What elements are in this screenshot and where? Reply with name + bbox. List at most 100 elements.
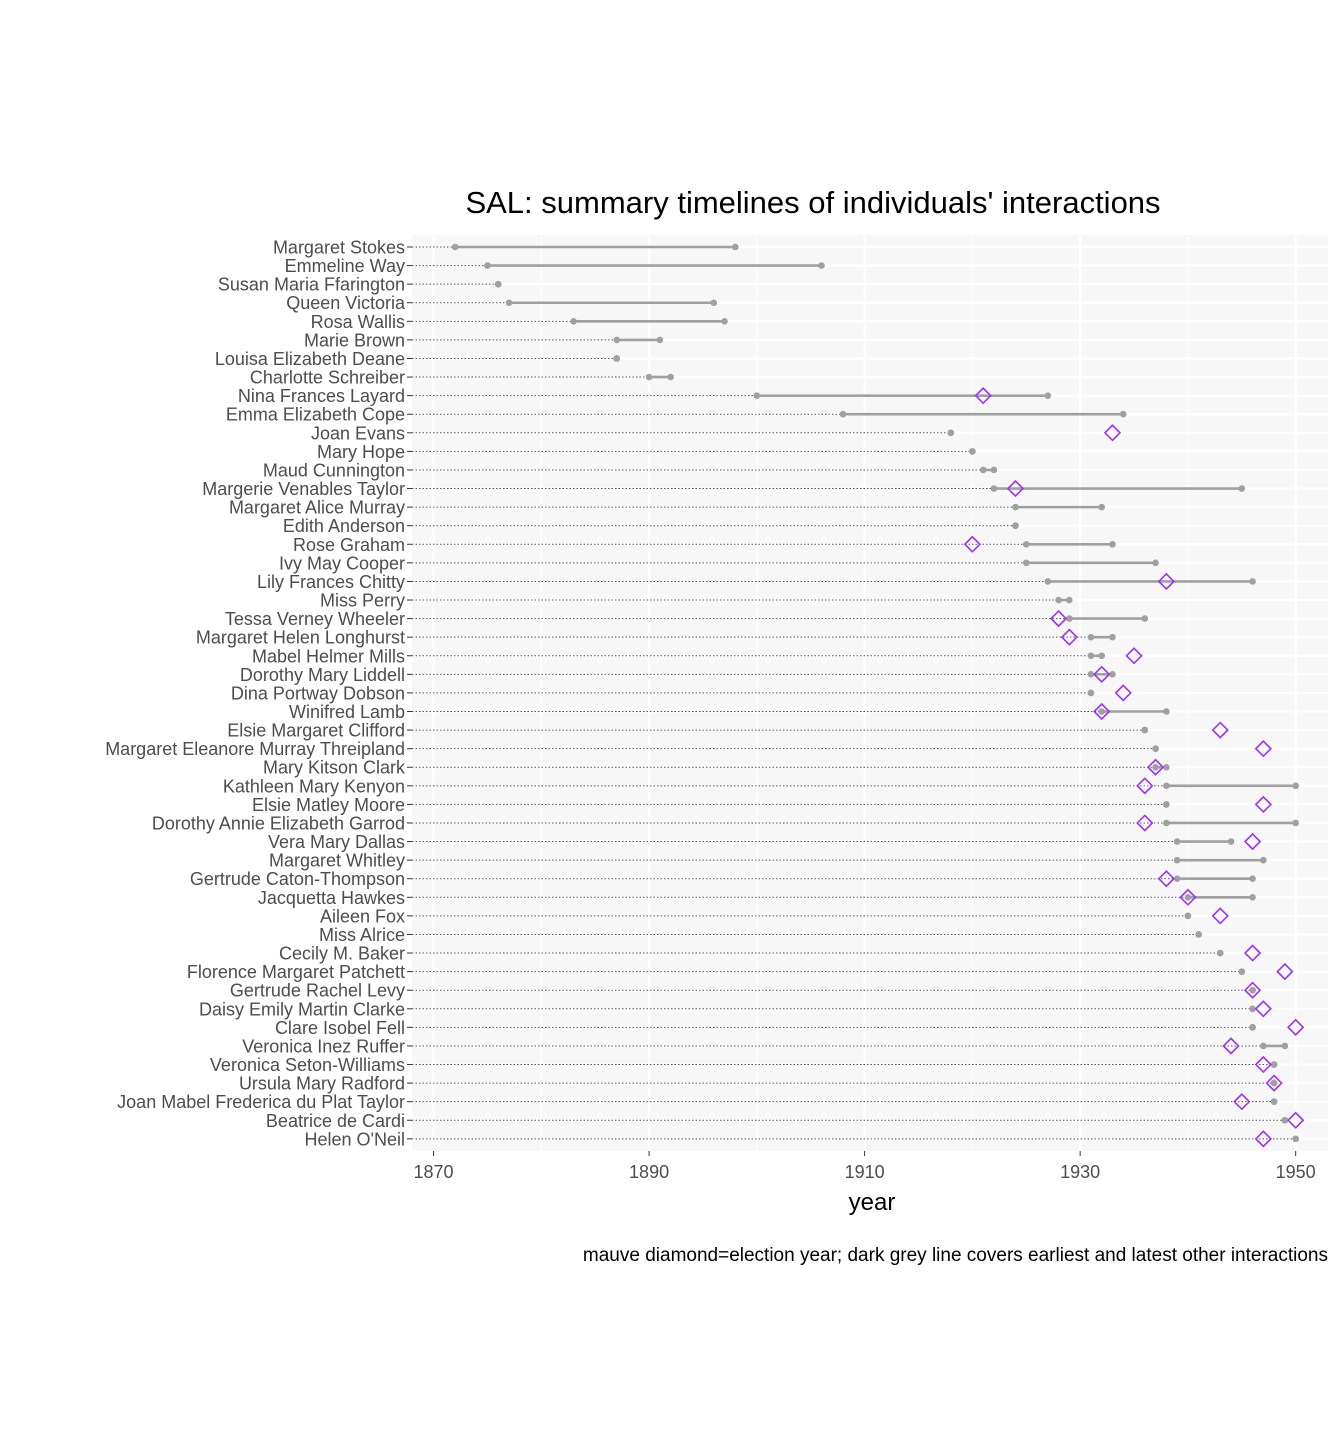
timeline-row: Emmeline Way — [285, 256, 1328, 276]
row-label: Emmeline Way — [285, 256, 405, 276]
row-label: Mabel Helmer Mills — [252, 646, 405, 666]
latest-interaction-point — [818, 262, 825, 269]
timeline-row: Margaret Whitley — [269, 851, 1328, 871]
election-year-diamond — [1136, 777, 1154, 795]
latest-interaction-point — [1270, 1061, 1278, 1068]
earliest-interaction-point — [1098, 708, 1105, 715]
election-year-diamond — [1136, 814, 1154, 832]
latest-interaction-point — [1141, 615, 1149, 622]
row-label: Tessa Verney Wheeler — [225, 609, 405, 629]
earliest-interaction-point — [1066, 615, 1073, 622]
election-year-diamond — [1287, 1018, 1305, 1036]
latest-interaction-point — [1249, 986, 1256, 994]
latest-interaction-point — [1238, 968, 1246, 975]
earliest-interaction-point — [1087, 633, 1095, 641]
row-label: Daisy Emily Martin Clarke — [199, 999, 405, 1019]
x-tick-label: 1870 — [414, 1162, 454, 1182]
row-label: Louisa Elizabeth Deane — [215, 349, 405, 369]
election-year-diamond — [1179, 888, 1197, 906]
row-label: Florence Margaret Patchett — [187, 962, 405, 982]
latest-interaction-point — [1087, 689, 1095, 697]
timeline-row: Veronica Inez Ruffer — [242, 1036, 1328, 1056]
earliest-interaction-point — [1173, 875, 1181, 883]
row-label: Kathleen Mary Kenyon — [223, 776, 405, 796]
election-year-diamond — [1222, 1037, 1240, 1055]
timeline-row: Lily Frances Chitty — [257, 572, 1328, 592]
latest-interaction-point — [1184, 912, 1192, 920]
row-label: Joan Mabel Frederica du Plat Taylor — [117, 1092, 405, 1112]
earliest-interaction-point — [1260, 1042, 1267, 1050]
timeline-row: Florence Margaret Patchett — [187, 962, 1328, 982]
earliest-interaction-point — [979, 466, 987, 474]
latest-interaction-point — [1152, 559, 1159, 567]
earliest-interaction-point — [839, 410, 847, 418]
latest-interaction-point — [667, 373, 674, 381]
latest-interaction-point — [1260, 856, 1267, 864]
timeline-row: Winifred Lamb — [289, 702, 1328, 722]
row-label: Marie Brown — [304, 330, 405, 350]
latest-interaction-point — [1227, 838, 1235, 845]
timeline-row: Margaret Eleanore Murray Threipland — [105, 739, 1328, 759]
latest-interaction-point — [1044, 392, 1052, 399]
timeline-row: Tessa Verney Wheeler — [225, 609, 1328, 629]
row-label: Veronica Inez Ruffer — [242, 1036, 405, 1056]
latest-interaction-point — [1119, 410, 1127, 418]
earliest-interaction-point — [1044, 578, 1052, 585]
latest-interaction-point — [1163, 801, 1170, 808]
latest-interaction-point — [1281, 1042, 1289, 1050]
latest-interaction-point — [1141, 726, 1149, 734]
row-label: Nina Frances Layard — [238, 386, 405, 406]
election-year-diamond — [1243, 832, 1262, 851]
latest-interaction-point — [1270, 1098, 1278, 1105]
row-label: Susan Maria Ffarington — [218, 275, 405, 295]
row-label: Queen Victoria — [286, 293, 406, 313]
earliest-interaction-point — [1087, 671, 1095, 678]
election-year-diamond — [1254, 1130, 1272, 1148]
timeline-row: Ursula Mary Radford — [239, 1074, 1328, 1094]
election-year-diamond — [1254, 740, 1272, 758]
election-year-diamond — [1125, 647, 1143, 665]
row-label: Mary Hope — [317, 442, 405, 462]
latest-interaction-point — [1066, 596, 1073, 604]
timeline-row: Daisy Emily Martin Clarke — [199, 999, 1328, 1019]
latest-interaction-point — [1098, 503, 1105, 511]
chart-caption: mauve diamond=election year; dark grey l… — [583, 1245, 1328, 1266]
latest-interaction-point — [1109, 633, 1116, 641]
row-label: Margaret Alice Murray — [229, 498, 405, 518]
earliest-interaction-point — [753, 392, 761, 399]
row-label: Ursula Mary Radford — [239, 1074, 405, 1094]
latest-interaction-point — [494, 280, 502, 288]
row-label: Miss Perry — [320, 591, 405, 611]
x-tick-label: 1930 — [1060, 1162, 1100, 1182]
timeline-row: Joan Mabel Frederica du Plat Taylor — [117, 1092, 1328, 1112]
timeline-row: Mary Hope — [317, 442, 1328, 462]
election-year-diamond — [963, 535, 982, 553]
latest-interaction-point — [613, 355, 621, 362]
x-tick: 1890 — [629, 1151, 669, 1182]
row-label: Veronica Seton-Williams — [210, 1055, 405, 1075]
timeline-row: Margerie Venables Taylor — [202, 479, 1328, 499]
election-year-diamond — [974, 387, 992, 405]
election-year-diamond — [1114, 684, 1132, 702]
election-year-diamond — [1157, 572, 1175, 591]
earliest-interaction-point — [1012, 503, 1019, 511]
x-tick: 1910 — [845, 1151, 885, 1182]
timeline-row: Jacquetta Hawkes — [258, 888, 1328, 908]
election-year-diamond — [1103, 424, 1122, 442]
timeline-row: Cecily M. Baker — [279, 944, 1328, 964]
timeline-row: Gertrude Rachel Levy — [230, 981, 1328, 1001]
timeline-row: Aileen Fox — [320, 906, 1328, 926]
earliest-interaction-point — [990, 485, 998, 492]
row-label: Elsie Margaret Clifford — [227, 721, 405, 741]
election-year-diamond — [1157, 870, 1175, 888]
row-label: Margaret Whitley — [269, 851, 405, 871]
earliest-interaction-point — [1152, 763, 1159, 771]
timeline-row: Emma Elizabeth Cope — [226, 405, 1328, 425]
latest-interaction-point — [1012, 522, 1019, 529]
chart-title: SAL: summary timelines of individuals' i… — [465, 185, 1160, 220]
election-year-diamond — [1265, 1074, 1283, 1092]
row-label: Winifred Lamb — [289, 702, 405, 722]
election-year-diamond — [1233, 1093, 1251, 1111]
timeline-row: Vera Mary Dallas — [268, 832, 1328, 852]
earliest-interaction-point — [1173, 838, 1181, 845]
